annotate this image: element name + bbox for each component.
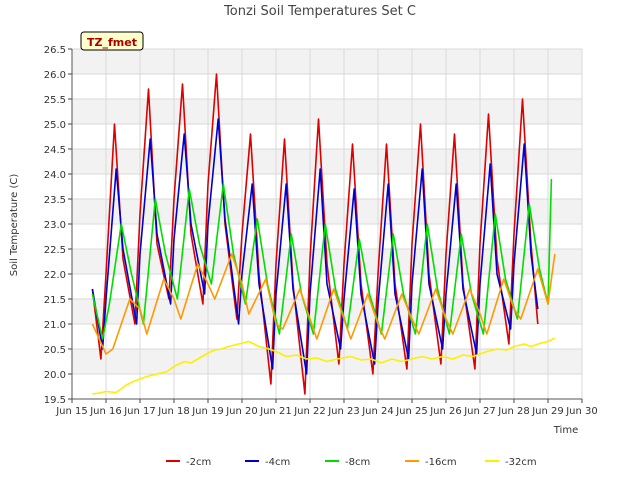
y-tick-label: 19.5 [44,395,66,406]
y-tick-label: 25.5 [44,95,66,106]
legend-label: -16cm [425,457,457,468]
x-tick-label: Jun 25 [395,406,428,417]
y-tick-label: 22.0 [44,270,66,281]
axes: 19.5 20.0 20.5 21.0 21.5 22.0 22.5 23.0 23.5 24.0… [44,45,598,417]
x-tick-label: Jun 26 [429,406,462,417]
y-tick-label: 23.5 [44,195,66,206]
y-tick-label: 20.0 [44,370,66,381]
x-tick-label: Jun 19 [191,406,224,417]
y-tick-label: 23.0 [44,220,66,231]
x-tick-label: Jun 28 [497,406,530,417]
legend-label: -8cm [345,457,370,468]
x-tick-label: Jun 16 [89,406,122,417]
chart-title: Tonzi Soil Temperatures Set C [223,4,416,19]
series-line-8cmcm [91,178,553,340]
legend-label: -2cm [186,457,211,468]
x-tick-label: Jun 24 [361,406,394,417]
series-line-16cmcm [91,253,556,355]
legend-label: -32cm [505,457,537,468]
plot-band [72,199,582,224]
y-tick-label: 21.0 [44,320,66,331]
x-tick-label: Jun 22 [293,406,326,417]
x-axis-label: Time [553,425,578,436]
y-tick-label: 25.0 [44,120,66,131]
x-tick-label: Jun 18 [157,406,190,417]
y-tick-label: 26.5 [44,45,66,56]
series-lines [91,73,556,395]
y-tick-label: 22.5 [44,245,66,256]
x-tick-label: Jun 17 [123,406,156,417]
station-badge: TZ_fmet [80,31,144,51]
legend-label: -4cm [265,457,290,468]
y-tick-label: 24.0 [44,170,66,181]
y-axis-label: Soil Temperature (C) [9,174,20,277]
station-badge-label: TZ_fmet [87,36,137,49]
plot-band [72,99,582,124]
y-tick-label: 24.5 [44,145,66,156]
x-tick-label: Jun 23 [327,406,360,417]
x-tick-label: Jun 21 [259,406,292,417]
x-tick-label: Jun 15 [55,406,88,417]
legend: -2cm -4cm -8cm -16cm -32cm [166,457,537,468]
y-tick-label: 21.5 [44,295,66,306]
x-tick-label: Jun 30 [565,406,598,417]
series-line-32cmcm [92,337,556,395]
y-tick-label: 26.0 [44,70,66,81]
x-tick-label: Jun 29 [531,406,564,417]
station-badge-box [80,31,144,51]
plot-band [72,149,582,174]
x-tick-label: Jun 20 [225,406,258,417]
plot-band [72,49,582,74]
x-tick-label: Jun 27 [463,406,496,417]
y-tick-label: 20.5 [44,345,66,356]
